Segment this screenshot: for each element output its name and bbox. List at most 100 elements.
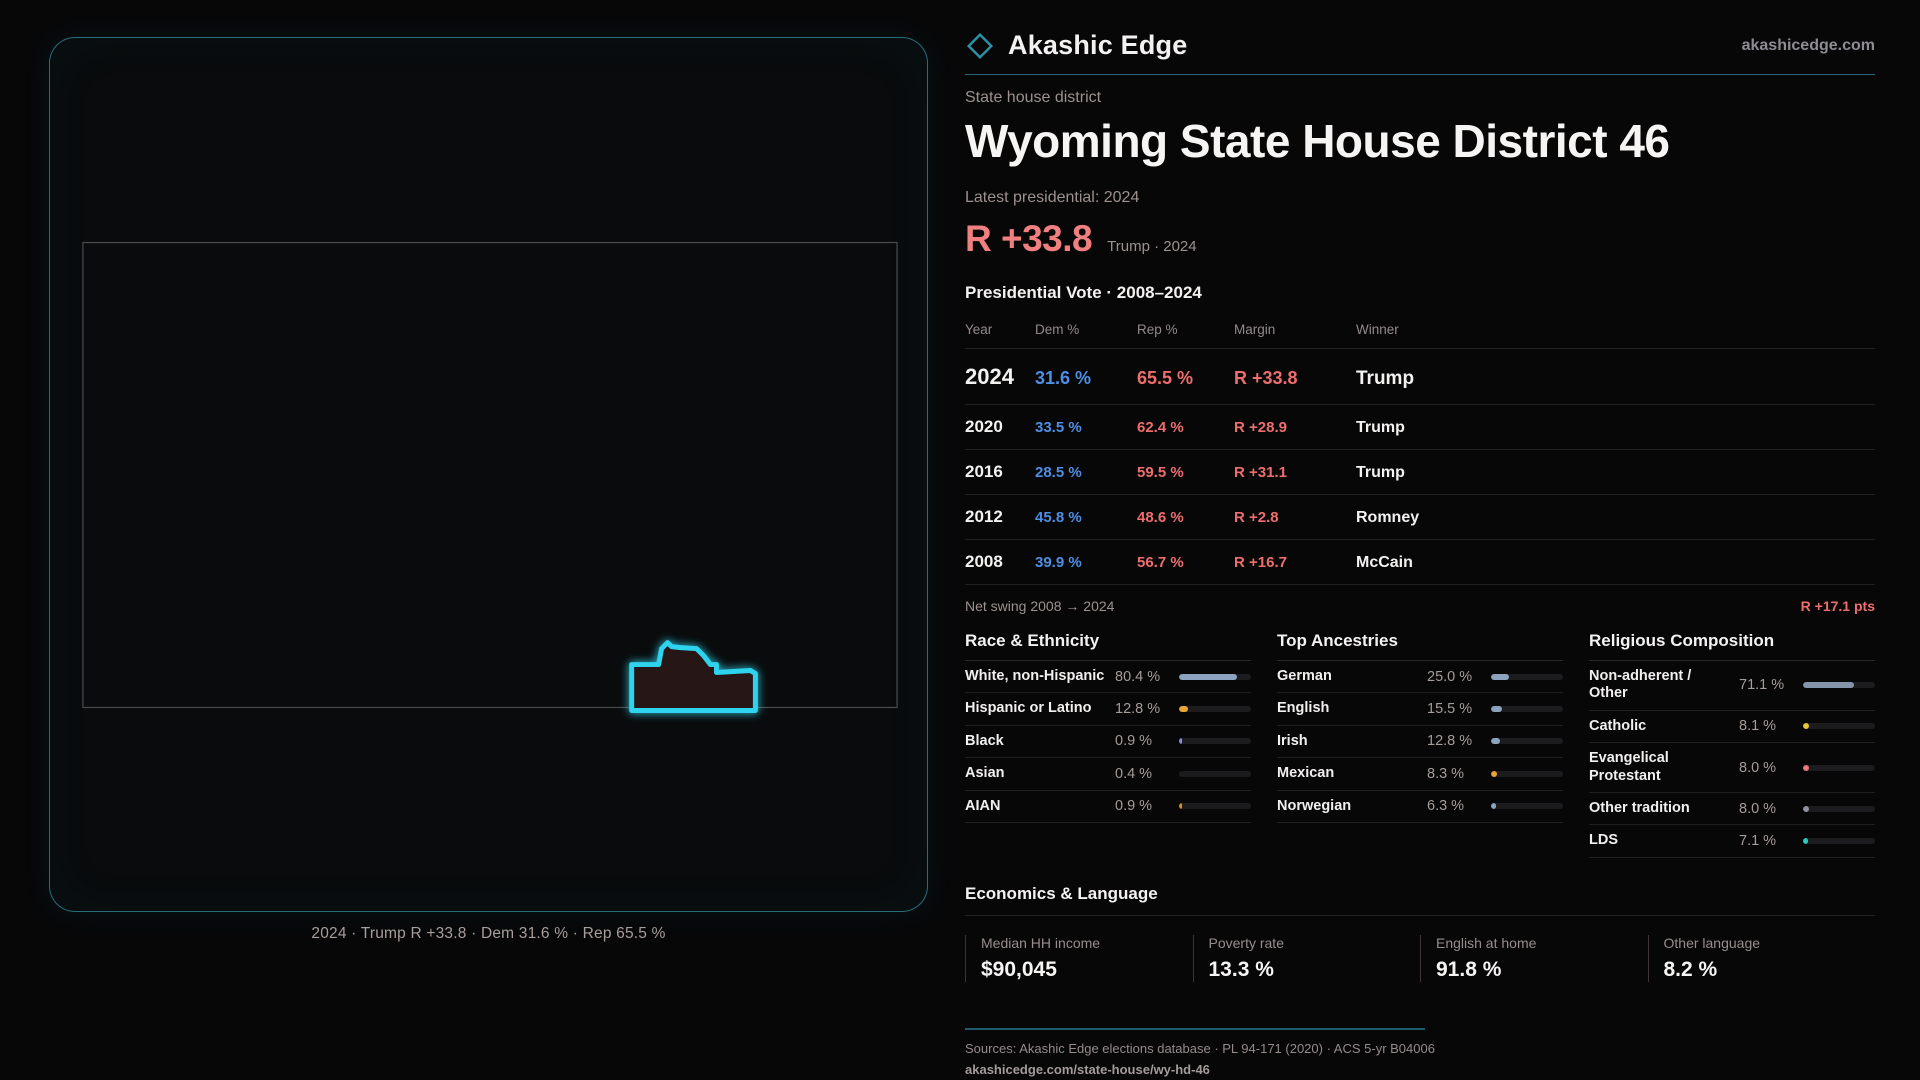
demographic-column: Top Ancestries German 25.0 % English 15.… [1277, 631, 1563, 858]
cell-dem: 28.5 % [1035, 464, 1082, 481]
demographic-bar [1179, 770, 1251, 777]
brand-domain-link[interactable]: akashicedge.com [1741, 36, 1875, 54]
demographic-value: 12.8 % [1427, 733, 1473, 750]
economics-stat: Poverty rate 13.3 % [1192, 934, 1421, 982]
sources-text: Sources: Akashic Edge elections database… [965, 1040, 1435, 1056]
district-shape[interactable] [629, 640, 758, 713]
stat-value: 8.2 % [1663, 957, 1718, 981]
demographic-label: Irish [1277, 732, 1308, 749]
demographic-label: LDS [1589, 832, 1618, 849]
demographic-label: Catholic [1589, 717, 1647, 734]
headline-margin-value: R +33.8 [965, 218, 1093, 259]
economics-stats: Median HH income $90,045 Poverty rate 13… [965, 934, 1876, 982]
demographic-row: Catholic 8.1 % [1589, 711, 1875, 744]
brand-name: Akashic Edge [1008, 30, 1188, 60]
demographic-bar-fill [1179, 738, 1182, 745]
headline-margin-block: R +33.8 Trump · 2024 [965, 218, 1875, 260]
vote-table-row: 2012 45.8 % 48.6 % R +2.8 Romney [965, 495, 1875, 540]
cell-winner: Romney [1356, 509, 1420, 526]
net-swing-label: Net swing 2008 → 2024 [965, 598, 1115, 614]
economics-stat: English at home 91.8 % [1420, 934, 1648, 982]
cell-winner: Trump [1356, 419, 1405, 436]
stat-label: English at home [1436, 934, 1537, 951]
demographic-label: Norwegian [1277, 797, 1352, 814]
vote-table-row: 2024 31.6 % 65.5 % R +33.8 Trump [965, 349, 1875, 405]
cell-year: 2012 [965, 507, 1003, 526]
demographic-bar-fill [1491, 803, 1496, 810]
demographic-label: Other tradition [1589, 799, 1690, 816]
demographic-value: 8.1 % [1739, 718, 1777, 735]
demographics-grid: Race & Ethnicity White, non-Hispanic 80.… [965, 631, 1875, 858]
cell-margin: R +33.8 [1234, 368, 1298, 388]
demographic-value: 7.1 % [1739, 833, 1777, 850]
cell-rep: 59.5 % [1137, 464, 1184, 481]
map-caption: 2024 · Trump R +33.8 · Dem 31.6 % · Rep … [311, 925, 666, 942]
economics-stat: Other language 8.2 % [1647, 934, 1876, 982]
demographic-row: Asian 0.4 % [965, 758, 1251, 791]
demographic-value: 8.0 % [1739, 759, 1777, 776]
demographic-value: 71.1 % [1739, 677, 1785, 694]
kicker: State house district [965, 89, 1102, 106]
page-title: Wyoming State House District 46 [965, 115, 1670, 167]
cell-margin: R +16.7 [1234, 554, 1287, 571]
vote-table-row: 2008 39.9 % 56.7 % R +16.7 McCain [965, 540, 1875, 585]
demographic-bar [1491, 770, 1563, 777]
demographic-bar-fill [1803, 805, 1809, 812]
demographic-column-title: Race & Ethnicity [965, 631, 1251, 661]
demographic-bar-fill [1491, 673, 1509, 680]
col-margin: Margin [1234, 322, 1276, 337]
cell-dem: 33.5 % [1035, 419, 1082, 436]
cell-rep: 62.4 % [1137, 419, 1184, 436]
demographic-rows: White, non-Hispanic 80.4 % Hispanic or L… [965, 661, 1251, 823]
permalink[interactable]: akashicedge.com/state-house/wy-hd-46 [965, 1061, 1210, 1077]
demographic-bar-fill [1803, 723, 1809, 730]
demographic-value: 15.5 % [1427, 701, 1473, 718]
demographic-value: 80.4 % [1115, 668, 1161, 685]
demographic-bar-fill [1803, 838, 1809, 845]
demographic-row: Mexican 8.3 % [1277, 758, 1563, 791]
cell-margin: R +31.1 [1234, 464, 1287, 481]
demographic-row: AIAN 0.9 % [965, 791, 1251, 823]
cell-year: 2020 [965, 417, 1003, 436]
brand: Akashic Edge [965, 30, 1187, 61]
demographic-bar-fill [1803, 682, 1855, 689]
demographic-bar [1803, 723, 1875, 730]
footer: Sources: Akashic Edge elections database… [965, 1027, 1875, 1077]
demographic-column: Race & Ethnicity White, non-Hispanic 80.… [965, 631, 1251, 858]
demographic-column-title: Religious Composition [1589, 631, 1875, 661]
district-map-panel [49, 37, 928, 912]
stat-value: 13.3 % [1208, 957, 1274, 981]
vote-table-row: 2016 28.5 % 59.5 % R +31.1 Trump [965, 450, 1875, 495]
demographic-bar-fill [1491, 770, 1497, 777]
cell-winner: Trump [1356, 464, 1405, 481]
vote-table-header: Year Dem % Rep % Margin Winner [965, 312, 1875, 349]
demographic-row: English 15.5 % [1277, 693, 1563, 726]
cell-dem: 31.6 % [1035, 368, 1092, 388]
wyoming-map [82, 241, 898, 713]
demographic-bar [1803, 838, 1875, 845]
demographic-bar-fill [1491, 738, 1501, 745]
demographic-column: Religious Composition Non-adherent / Oth… [1589, 631, 1875, 858]
col-year: Year [965, 322, 993, 337]
demographic-row: Black 0.9 % [965, 726, 1251, 759]
demographic-bar-fill [1491, 706, 1503, 713]
latest-presidential-label: Latest presidential: 2024 [965, 189, 1140, 206]
demographic-row: Irish 12.8 % [1277, 726, 1563, 759]
demographic-bar-fill [1179, 706, 1189, 713]
demographic-label: Asian [965, 765, 1005, 782]
header-divider [965, 74, 1875, 75]
demographic-value: 25.0 % [1427, 668, 1473, 685]
stat-value: $90,045 [981, 957, 1057, 981]
demographic-bar-fill [1803, 764, 1809, 771]
demographic-row: LDS 7.1 % [1589, 825, 1875, 858]
demographic-bar [1179, 706, 1251, 713]
col-rep: Rep % [1137, 322, 1178, 337]
cell-margin: R +28.9 [1234, 419, 1287, 436]
stat-label: Median HH income [981, 934, 1101, 951]
demographic-bar [1179, 803, 1251, 810]
demographic-label: English [1277, 700, 1330, 717]
net-swing-row: Net swing 2008 → 2024 R +17.1 pts [965, 598, 1875, 614]
demographic-bar [1491, 738, 1563, 745]
demographic-bar-fill [1179, 770, 1182, 777]
cell-winner: McCain [1356, 554, 1413, 571]
